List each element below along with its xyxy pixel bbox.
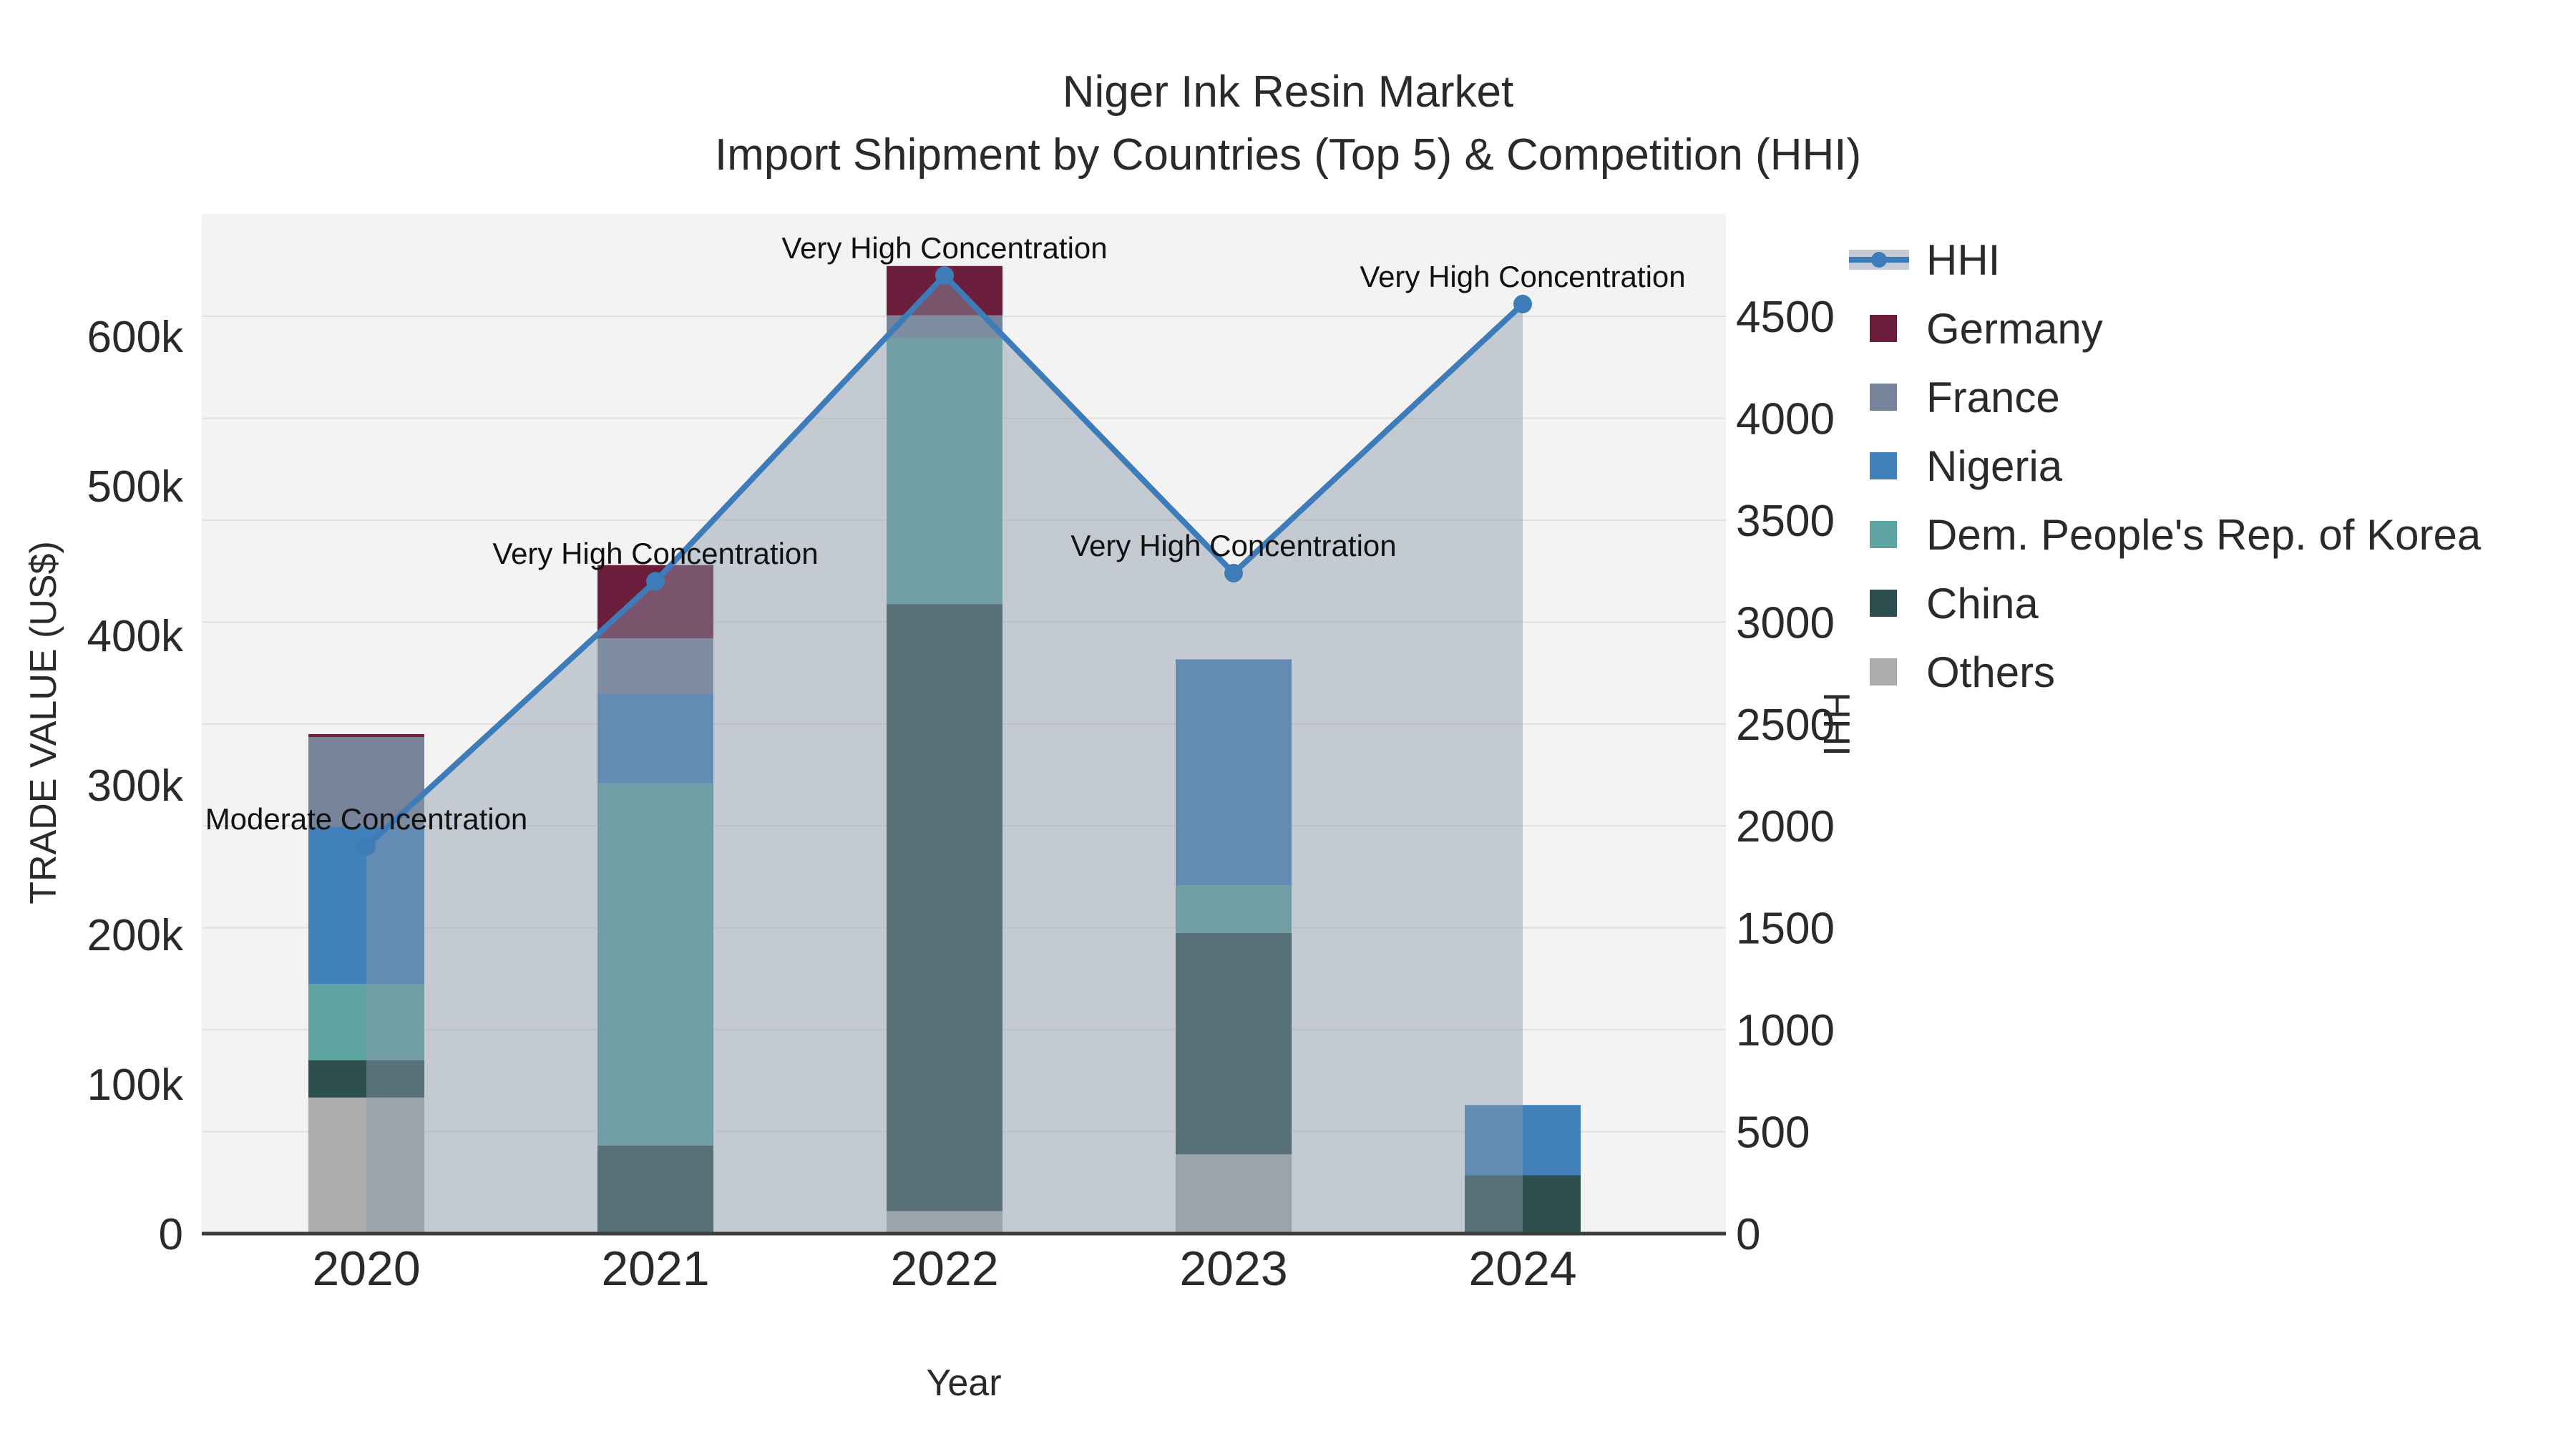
y-tick-right-2500: 2500	[1736, 701, 1835, 750]
bar-segment-2022-others	[887, 1211, 1002, 1234]
legend-label: Dem. People's Rep. of Korea	[1926, 510, 2482, 559]
legend-item-germany[interactable]: Germany	[1849, 294, 2481, 363]
hhi-marker-2023	[1224, 563, 1243, 582]
legend-item-france[interactable]: France	[1849, 363, 2481, 431]
bar-segment-2021-france	[597, 638, 713, 694]
legend-swatch-icon	[1849, 363, 1926, 431]
bar-segment-2022-china	[887, 604, 1002, 1211]
bar-segment-2024-china	[1465, 1175, 1581, 1234]
hhi-area-fill	[366, 275, 1523, 1234]
legend-swatch-icon	[1849, 294, 1926, 363]
y-tick-left-300k: 300k	[87, 761, 184, 811]
legend-item-dem-people-s-rep-of-korea[interactable]: Dem. People's Rep. of Korea	[1849, 500, 2481, 569]
hhi-fill-polygon	[366, 275, 1523, 1234]
legend-label: France	[1926, 373, 2060, 421]
legend-swatch-icon	[1849, 431, 1926, 500]
x-tick-2021: 2021	[601, 1241, 709, 1296]
bar-segment-2020-others	[308, 1097, 424, 1234]
hhi-marker-2022	[935, 266, 954, 286]
y-tick-left-100k: 100k	[87, 1060, 184, 1110]
bar-segment-2021-nigeria	[597, 693, 713, 784]
annotation-2022: Very High Concentration	[781, 231, 1108, 265]
x-axis-title: Year	[926, 1362, 1001, 1404]
bar-segment-2023-nigeria	[1176, 659, 1292, 886]
legend-label: HHI	[1926, 235, 2001, 284]
y-tick-right-4000: 4000	[1736, 394, 1835, 444]
chart-subtitle: Import Shipment by Countries (Top 5) & C…	[714, 130, 1862, 180]
y-tick-left-0: 0	[159, 1210, 183, 1259]
hhi-line-icon	[1849, 225, 1926, 294]
bar-segment-2020-china	[308, 1060, 424, 1098]
bar-segment-2023-dem-people-s-rep-of-korea	[1176, 885, 1292, 933]
annotation-2024: Very High Concentration	[1360, 259, 1686, 293]
y-tick-right-3000: 3000	[1736, 598, 1835, 648]
y-tick-left-200k: 200k	[87, 911, 184, 960]
y-tick-right-3500: 3500	[1736, 497, 1835, 546]
hhi-marker-2020	[357, 836, 376, 856]
legend-label: China	[1926, 579, 2039, 628]
x-tick-2022: 2022	[890, 1241, 998, 1296]
legend-label: Others	[1926, 648, 2056, 696]
y-tick-right-1500: 1500	[1736, 904, 1835, 954]
x-tick-2023: 2023	[1179, 1241, 1287, 1296]
legend: HHI Germany France Nigeria Dem. People's Rep…	[1849, 225, 2481, 706]
hhi-marker-2021	[646, 572, 665, 591]
stacked-bars	[308, 265, 1581, 1234]
x-tick-2024: 2024	[1468, 1241, 1576, 1296]
legend-swatch-icon	[1849, 638, 1926, 706]
y-tick-right-500: 500	[1736, 1108, 1810, 1158]
legend-item-hhi[interactable]: HHI	[1849, 225, 2481, 294]
bar-segment-2020-germany	[308, 733, 424, 738]
y-tick-right-0: 0	[1736, 1210, 1760, 1259]
legend-swatch-icon	[1849, 569, 1926, 638]
axis-tick-labels: 0 100k 200k 300k 400k 500k 600k 0 500 1000 1500 200…	[87, 293, 1835, 1296]
bar-segment-2021-china	[597, 1145, 713, 1234]
bar-segment-2023-china	[1176, 932, 1292, 1155]
bar-segment-2023-others	[1176, 1154, 1292, 1234]
annotation-2021: Very High Concentration	[492, 537, 819, 571]
y-tick-left-400k: 400k	[87, 612, 184, 661]
y-axis-title-right: HHI	[1815, 692, 1857, 756]
y-tick-right-2000: 2000	[1736, 802, 1835, 852]
annotation-2023: Very High Concentration	[1070, 528, 1397, 562]
chart-title: Niger Ink Resin Market	[1062, 67, 1514, 117]
legend-label: Germany	[1926, 304, 2103, 353]
legend-swatch-icon	[1849, 500, 1926, 569]
y-tick-right-4500: 4500	[1736, 293, 1835, 342]
legend-item-others[interactable]: Others	[1849, 638, 2481, 706]
bar-segment-2022-dem-people-s-rep-of-korea	[887, 338, 1002, 605]
legend-item-china[interactable]: China	[1849, 569, 2481, 638]
legend-label: Nigeria	[1926, 441, 2063, 490]
legend-item-nigeria[interactable]: Nigeria	[1849, 431, 2481, 500]
bar-segment-2024-nigeria	[1465, 1105, 1581, 1176]
bar-segment-2020-dem-people-s-rep-of-korea	[308, 983, 424, 1060]
y-tick-left-500k: 500k	[87, 462, 184, 512]
hhi-line	[357, 266, 1532, 856]
bar-segment-2021-dem-people-s-rep-of-korea	[597, 783, 713, 1146]
x-tick-2020: 2020	[312, 1241, 420, 1296]
y-tick-left-600k: 600k	[87, 313, 184, 362]
y-axis-title-left: TRADE VALUE (US$)	[23, 541, 64, 904]
y-tick-right-1000: 1000	[1736, 1006, 1835, 1055]
hhi-marker-2024	[1513, 294, 1532, 313]
annotation-2020: Moderate Concentration	[205, 801, 528, 836]
